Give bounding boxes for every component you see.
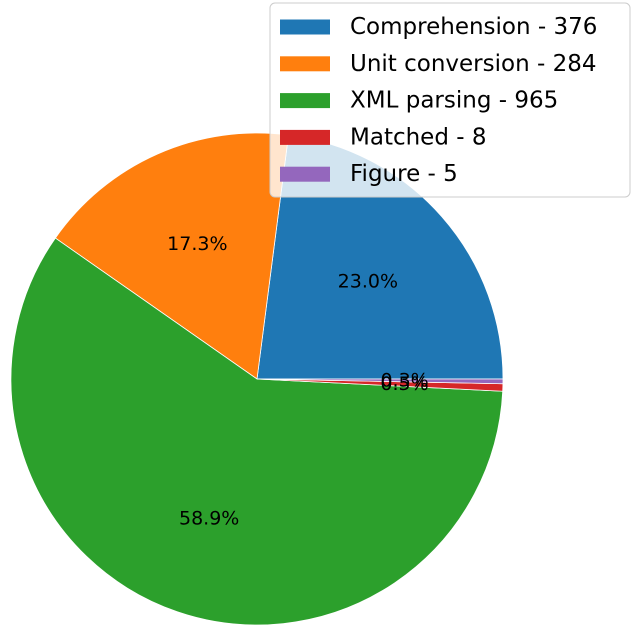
legend-swatch — [280, 93, 330, 109]
slice-percent-label: 17.3% — [167, 233, 227, 255]
slice-percent-label: 0.5% — [380, 373, 428, 395]
legend-label: XML parsing - 965 — [350, 88, 558, 114]
legend-swatch — [280, 166, 330, 182]
legend-label: Unit conversion - 284 — [350, 51, 597, 77]
legend-frame — [269, 2, 631, 198]
legend-swatch — [280, 56, 330, 72]
legend-swatch — [280, 129, 330, 145]
legend-label: Comprehension - 376 — [350, 14, 597, 40]
pie-slices — [10, 132, 504, 626]
pie-slice — [256, 378, 504, 385]
legend-label: Figure - 5 — [350, 161, 458, 187]
legend-label: Matched - 8 — [350, 124, 486, 150]
pie-slice — [10, 237, 504, 626]
slice-percent-label: 58.9% — [179, 508, 239, 530]
slice-percent-label: 0.3% — [380, 369, 428, 391]
pie-slice — [54, 132, 289, 380]
legend: Comprehension - 376 Unit conversion - 284… — [269, 2, 631, 198]
pie-percent-labels: 23.0% 17.3% 58.9% 0.5%0.3% — [167, 233, 429, 530]
legend-swatch — [280, 19, 330, 35]
slice-percent-label: 23.0% — [338, 271, 398, 293]
